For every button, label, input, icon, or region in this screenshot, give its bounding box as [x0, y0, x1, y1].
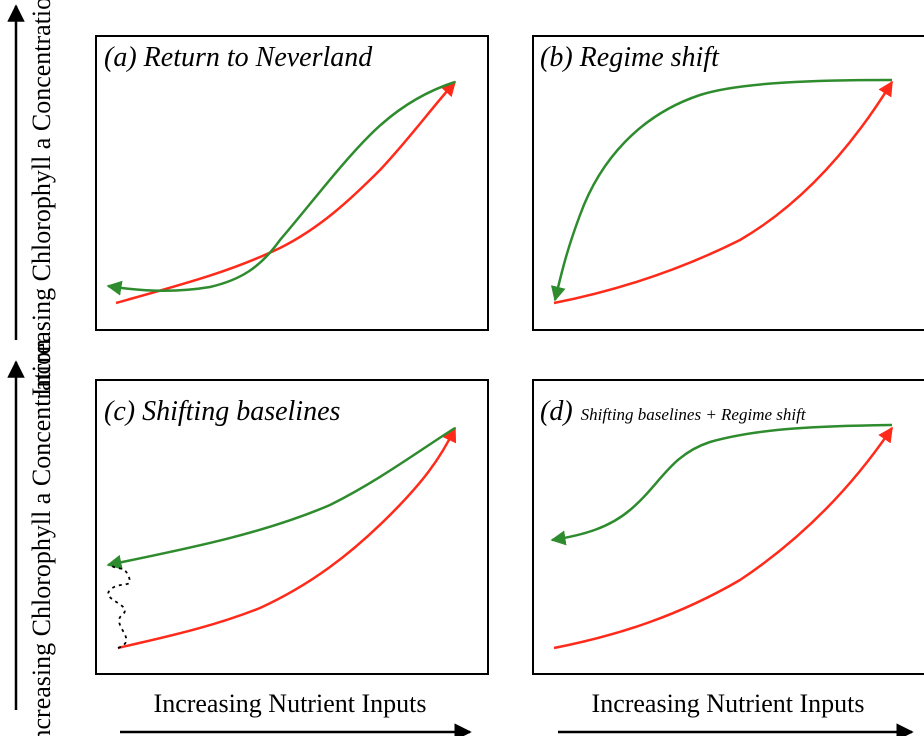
panel-d-recovery-path [550, 423, 893, 546]
panel-d-eutrophication-path [553, 426, 894, 650]
panel-b-recovery-path [550, 78, 893, 302]
y-axis-label-bottom-line1: Increasing Chlorophyll a Concentration [27, 339, 56, 736]
y-axis-label-top-line1: Increasing Chlorophyll a Concentration [27, 0, 56, 396]
panel-c-eutrophication-path [117, 426, 457, 650]
panel-b-eutrophication-path [553, 80, 894, 305]
y-axis-label-bottom: Increasing Chlorophyll a Concentration [27, 339, 56, 736]
panel-c-recovery-path [106, 426, 456, 570]
panel-b: (b) Regime shift [532, 35, 924, 331]
x-axis-label-right: Increasing Nutrient Inputs [592, 689, 865, 718]
panel-d-title: (d) Shifting baselines + Regime shift [540, 396, 807, 427]
panel-a-recovery-path [106, 80, 456, 296]
y-axis-label-top: Increasing Chlorophyll a Concentration [27, 0, 56, 396]
panel-a-eutrophication-path [115, 80, 456, 305]
panel-a-title: (a) Return to Neverland [104, 42, 373, 73]
panel-a: (a) Return to Neverland [95, 35, 489, 331]
panel-b-title: (b) Regime shift [540, 42, 720, 73]
panel-c: (c) Shifting baselines [95, 379, 489, 675]
panel-d: (d) Shifting baselines + Regime shift [532, 379, 924, 675]
panel-c-frame [95, 379, 489, 675]
panel-a-frame [95, 35, 489, 331]
panel-c-title: (c) Shifting baselines [104, 396, 341, 427]
panel-b-frame [532, 35, 924, 331]
x-axis-label-left: Increasing Nutrient Inputs [154, 689, 427, 718]
panel-d-frame [532, 379, 924, 675]
